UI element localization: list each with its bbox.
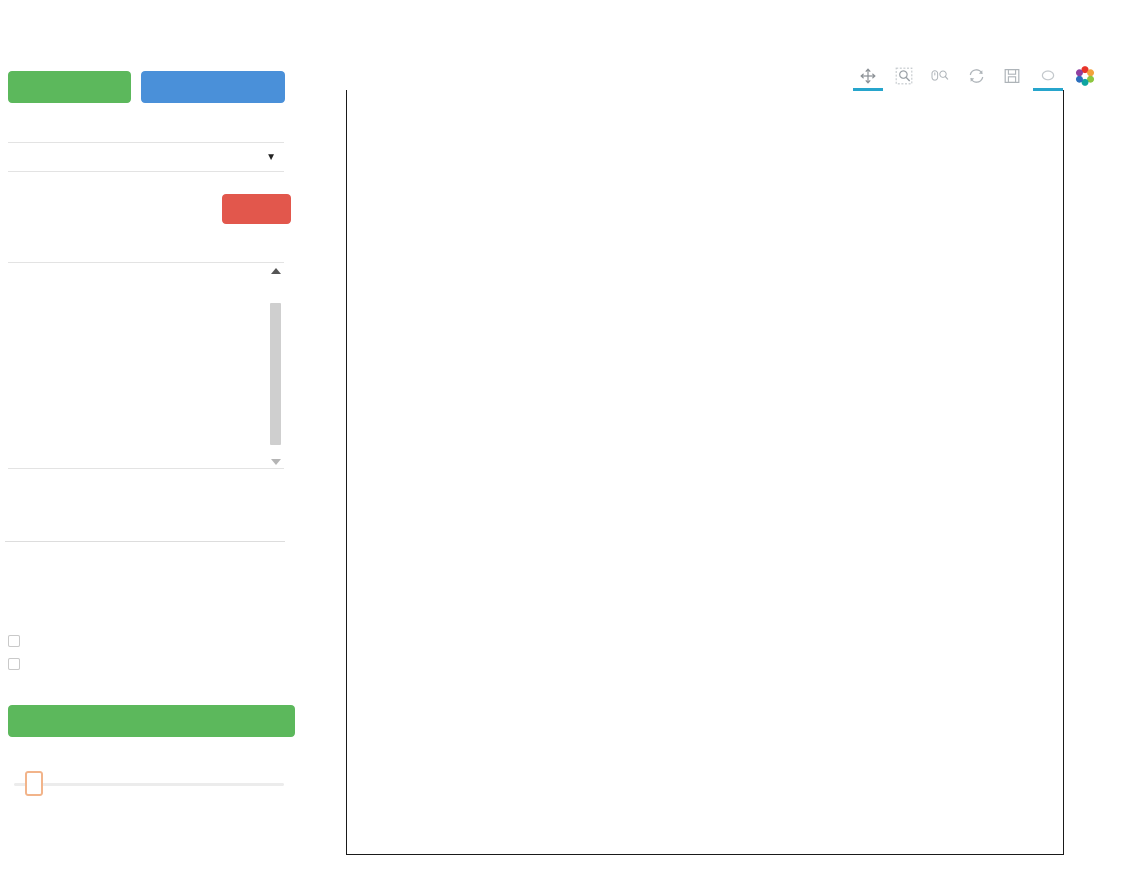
- x-axis-tabs: [5, 512, 285, 542]
- scroll-up-arrow-icon[interactable]: [271, 268, 281, 274]
- scrollbar-thumb[interactable]: [270, 303, 281, 445]
- hover-tool-icon[interactable]: [1033, 63, 1063, 91]
- save-tool-icon[interactable]: [1002, 63, 1022, 89]
- pan-tool-icon[interactable]: [853, 63, 883, 91]
- controls-panel: ▼: [0, 60, 300, 860]
- bokeh-toolbar: [853, 60, 1096, 92]
- select-files-button[interactable]: [8, 71, 131, 103]
- wheel-zoom-tool-icon[interactable]: [930, 63, 950, 89]
- toggle-second-axis-button[interactable]: [8, 705, 295, 737]
- ungroup-signals-checkbox-row[interactable]: [8, 658, 29, 670]
- right-axis-line: [1062, 90, 1064, 855]
- reset-tool-icon[interactable]: [966, 63, 986, 89]
- unload-button[interactable]: [222, 194, 291, 224]
- plot-frame[interactable]: [346, 90, 1064, 855]
- data-signal-list[interactable]: [8, 262, 284, 469]
- box-zoom-tool-icon[interactable]: [894, 63, 914, 89]
- scroll-down-arrow-icon[interactable]: [271, 459, 281, 465]
- files-select[interactable]: ▼: [8, 142, 284, 172]
- checkbox-icon[interactable]: [8, 635, 20, 647]
- averaging-window-slider-track[interactable]: [14, 783, 284, 786]
- select-directory-button[interactable]: [141, 71, 285, 103]
- left-axis-line: [346, 90, 348, 855]
- bokeh-logo-icon[interactable]: [1074, 65, 1096, 87]
- checkbox-icon[interactable]: [8, 658, 20, 670]
- show-statistics-bands-checkbox-row[interactable]: [8, 635, 29, 647]
- chevron-down-icon: ▼: [266, 151, 276, 163]
- chart-panel: [296, 55, 1142, 881]
- bottom-axis-line: [346, 853, 1064, 855]
- data-list-scrollbar[interactable]: [268, 263, 284, 468]
- series-plot-lines: [346, 90, 1064, 855]
- averaging-window-slider-handle[interactable]: [25, 771, 43, 796]
